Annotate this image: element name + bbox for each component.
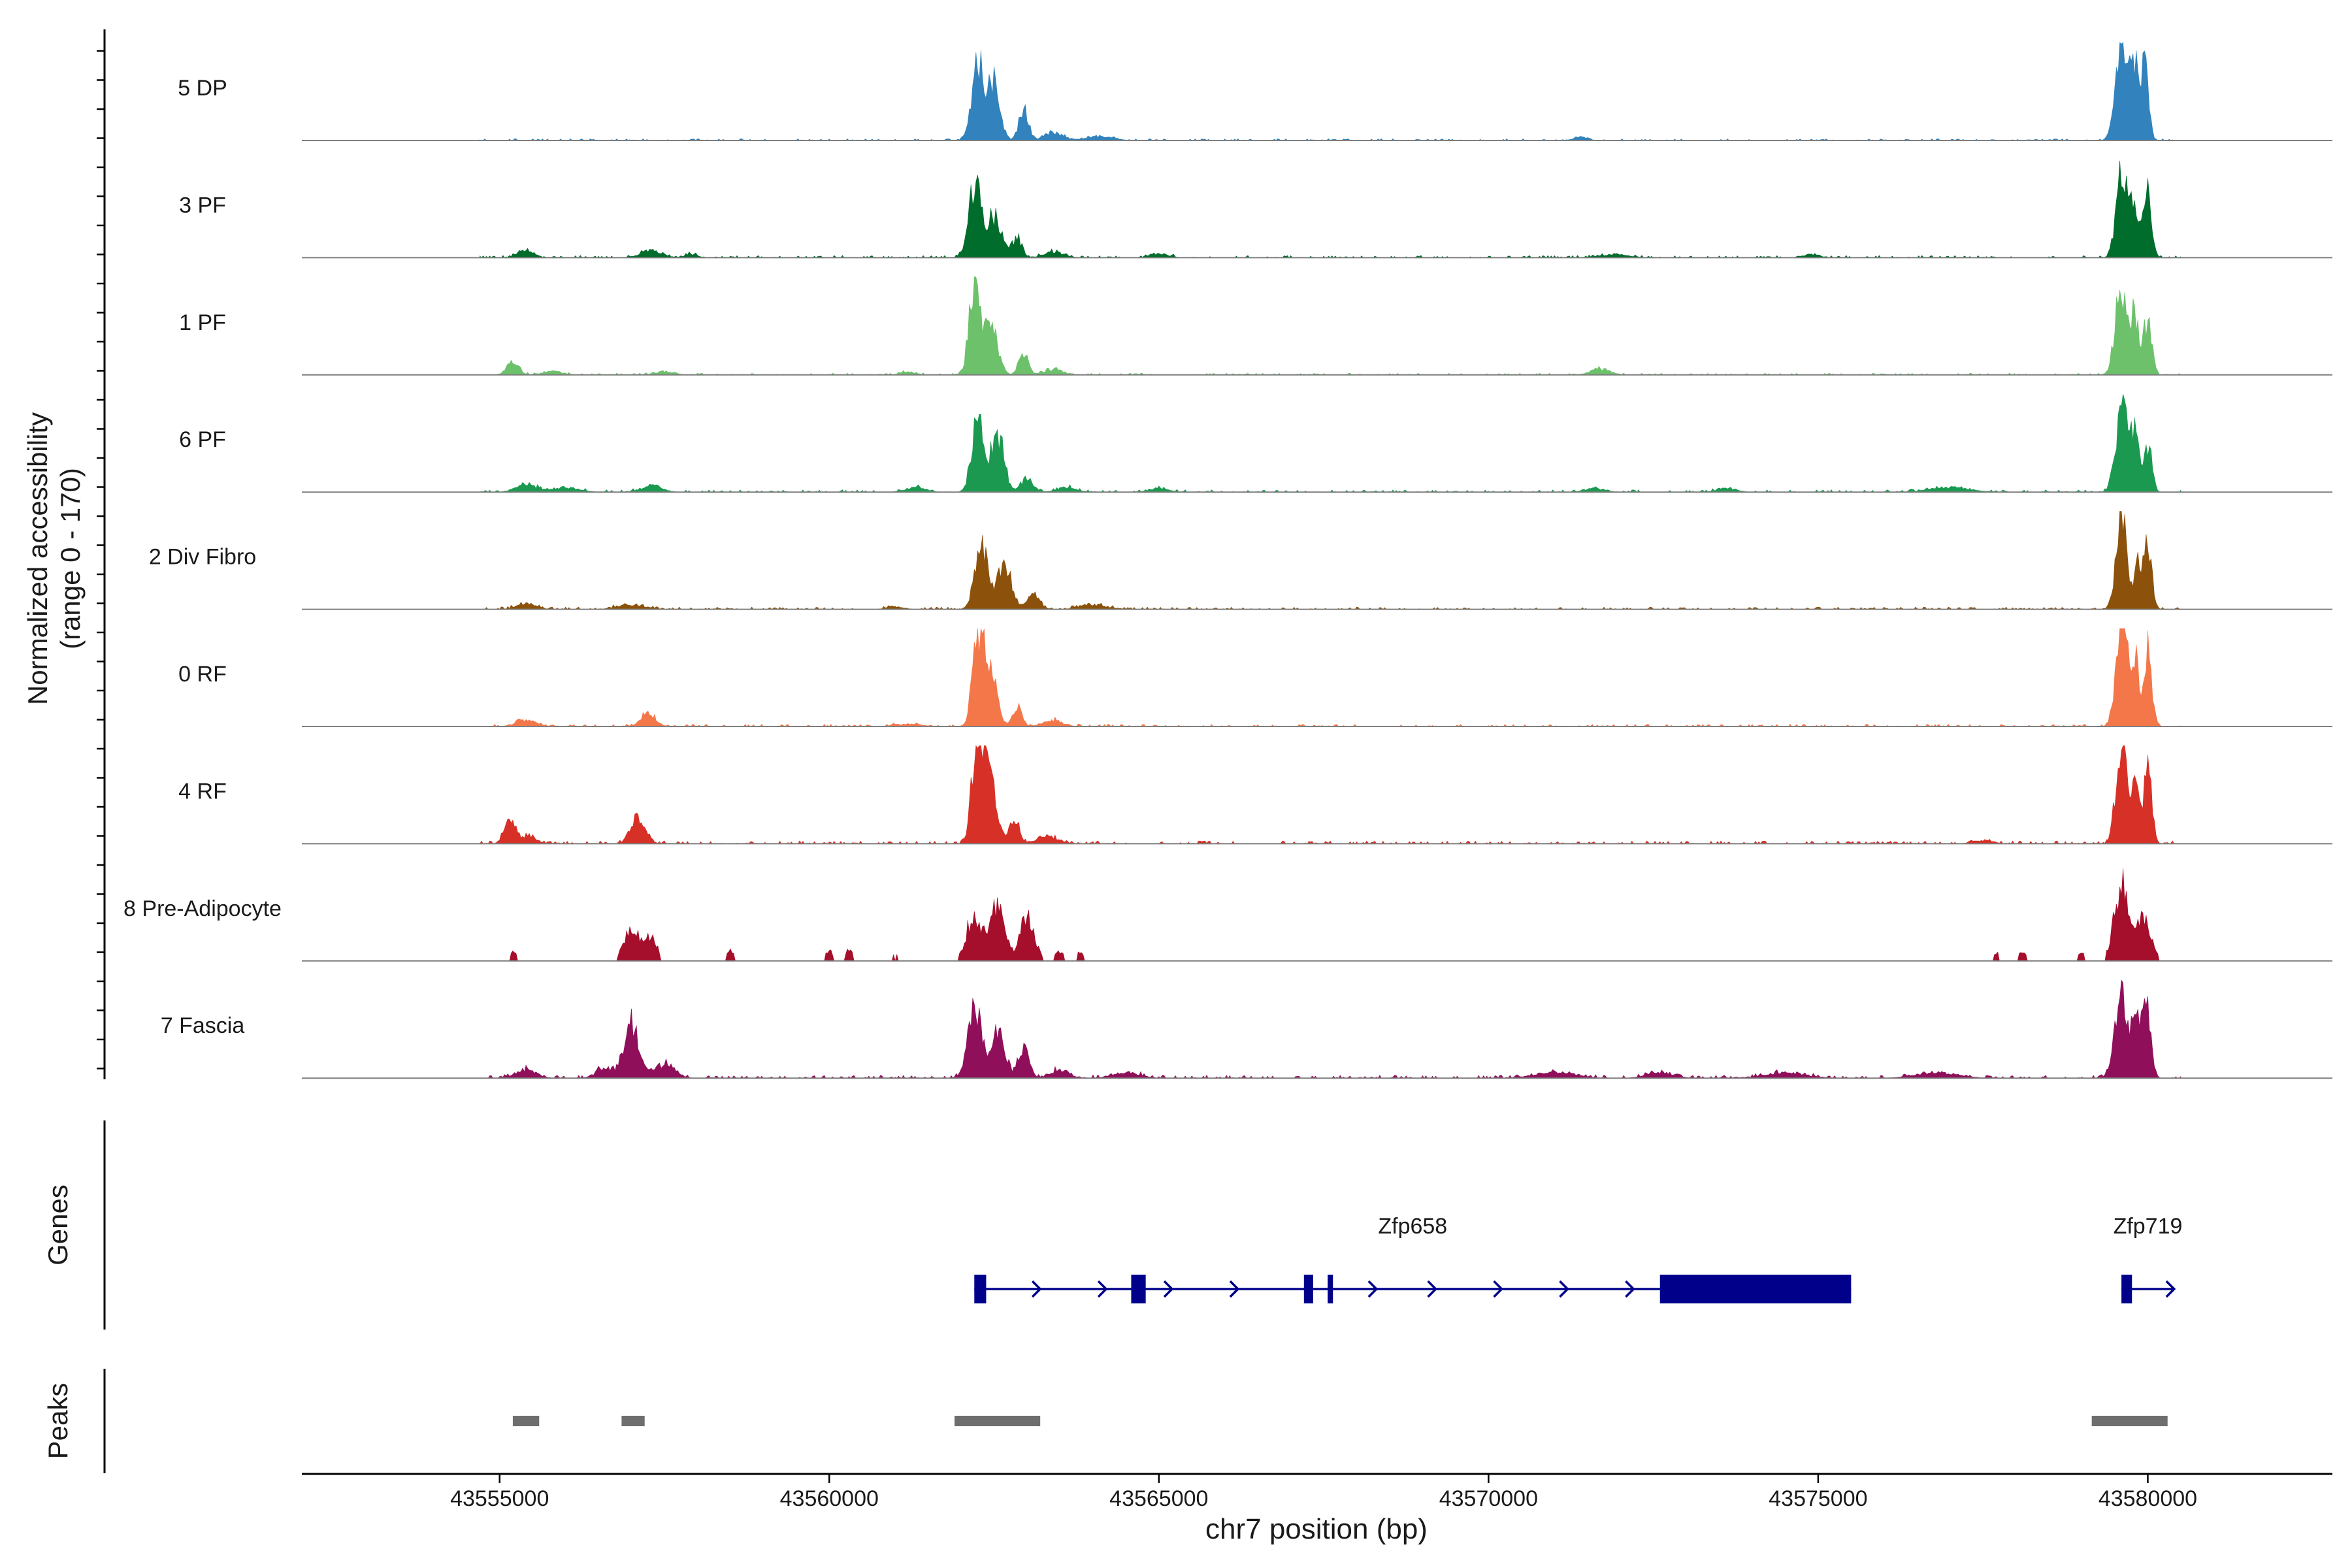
track-label: 4 RF	[178, 779, 227, 804]
x-axis: chr7 position (bp) 43555000 43560000 43565…	[302, 1473, 2332, 1545]
track-label: 6 PF	[179, 427, 226, 452]
coverage-area	[480, 42, 2181, 141]
x-tick-label: 43575000	[1769, 1486, 1867, 1511]
gene-track: Genes Zfp658 Zfp719	[42, 1120, 2182, 1330]
coverage-area	[480, 979, 2181, 1079]
gene-label: Zfp719	[2114, 1214, 2183, 1239]
gene-exon	[1131, 1275, 1146, 1303]
track-label: 2 Div Fibro	[149, 545, 256, 570]
strand-chevron	[1229, 1280, 1240, 1298]
coverage-area	[480, 868, 2181, 962]
strand-chevron	[1163, 1280, 1174, 1298]
gene-exon	[1659, 1275, 1852, 1303]
track-label: 8 Pre-Adipocyte	[123, 896, 282, 921]
peak-region	[512, 1416, 540, 1426]
track-label: 3 PF	[179, 193, 226, 218]
x-tick-label: 43580000	[2099, 1486, 2197, 1511]
peak-region	[621, 1416, 645, 1426]
coverage-area	[480, 394, 2181, 493]
strand-chevron	[1559, 1280, 1569, 1298]
x-axis-title: chr7 position (bp)	[1205, 1513, 1428, 1545]
coverage-area	[480, 276, 2181, 376]
track-label: 0 RF	[178, 662, 227, 687]
track-label: 7 Fascia	[161, 1013, 245, 1038]
gene-zfp658: Zfp658	[974, 1214, 1852, 1303]
gene-exon	[974, 1275, 987, 1303]
track-7: 4 RF	[178, 745, 2332, 845]
strand-chevron	[1427, 1280, 1438, 1298]
coverage-area	[480, 511, 2181, 610]
x-tick-label: 43560000	[780, 1486, 879, 1511]
gene-exon	[1328, 1275, 1333, 1303]
gene-exon	[2121, 1275, 2132, 1303]
y-axis	[97, 29, 106, 1079]
gene-zfp719: Zfp719	[2114, 1214, 2183, 1303]
y-axis-title-line1: Normalized accessibility	[22, 412, 53, 705]
x-tick-label: 43570000	[1439, 1486, 1538, 1511]
strand-chevron	[1031, 1280, 1042, 1298]
track-label: 1 PF	[179, 310, 226, 335]
peak-track-title: Peaks	[42, 1383, 73, 1460]
x-tick-label: 43555000	[450, 1486, 549, 1511]
strand-chevron	[1493, 1280, 1504, 1298]
x-tick-label: 43565000	[1109, 1486, 1208, 1511]
track-9: 7 Fascia	[161, 979, 2332, 1079]
coverage-area	[480, 160, 2181, 258]
y-axis-title: Normalized accessibility (range 0 - 170)	[22, 412, 86, 705]
coverage-tracks: 5 DP 3 PF 1 PF 6 PF 2 Div Fibro 0 RF 4 RF 8 Pre…	[123, 42, 2332, 1079]
track-label: 5 DP	[178, 76, 227, 101]
gene-exon	[1303, 1275, 1313, 1303]
peak-region	[2091, 1416, 2168, 1426]
track-3: 1 PF	[179, 276, 2332, 376]
peak-region	[955, 1416, 1041, 1426]
track-5: 2 Div Fibro	[149, 511, 2332, 610]
coverage-area	[480, 628, 2181, 727]
track-8: 8 Pre-Adipocyte	[123, 868, 2332, 962]
track-2: 3 PF	[179, 160, 2332, 259]
strand-chevron	[1625, 1280, 1635, 1298]
track-6: 0 RF	[178, 628, 2332, 727]
gene-track-title: Genes	[42, 1184, 73, 1266]
strand-chevron	[1097, 1280, 1108, 1298]
peak-track: Peaks	[42, 1369, 2168, 1473]
gene-label: Zfp658	[1378, 1214, 1447, 1239]
coverage-area	[479, 745, 2181, 844]
strand-chevron	[2165, 1280, 2176, 1298]
track-1: 5 DP	[178, 42, 2332, 141]
track-4: 6 PF	[179, 394, 2332, 493]
y-axis-title-line2: (range 0 - 170)	[55, 468, 86, 649]
strand-chevron	[1367, 1280, 1379, 1298]
